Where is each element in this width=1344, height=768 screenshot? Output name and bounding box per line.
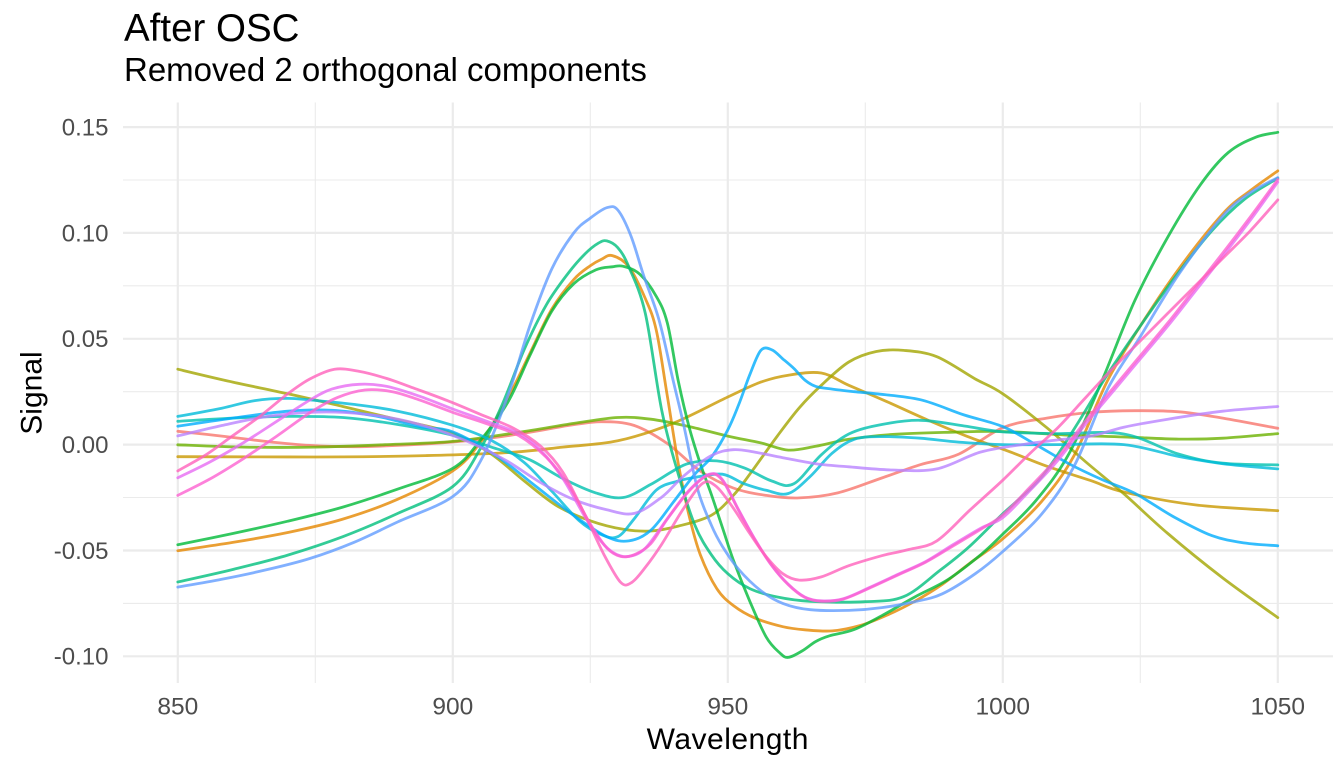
- svg-text:950: 950: [707, 694, 748, 721]
- svg-text:Signal: Signal: [16, 351, 49, 434]
- svg-text:-0.10: -0.10: [54, 644, 109, 671]
- svg-text:After OSC: After OSC: [124, 7, 299, 50]
- svg-text:900: 900: [432, 694, 473, 721]
- svg-text:1050: 1050: [1251, 694, 1306, 721]
- svg-text:Wavelength: Wavelength: [647, 723, 809, 756]
- svg-text:1000: 1000: [976, 694, 1031, 721]
- svg-text:Removed 2 orthogonal component: Removed 2 orthogonal components: [124, 51, 647, 88]
- svg-text:850: 850: [157, 694, 198, 721]
- svg-text:0.05: 0.05: [62, 326, 109, 353]
- svg-text:0.00: 0.00: [62, 432, 109, 459]
- svg-text:-0.05: -0.05: [54, 538, 109, 565]
- svg-text:0.10: 0.10: [62, 220, 109, 247]
- svg-text:0.15: 0.15: [62, 115, 109, 142]
